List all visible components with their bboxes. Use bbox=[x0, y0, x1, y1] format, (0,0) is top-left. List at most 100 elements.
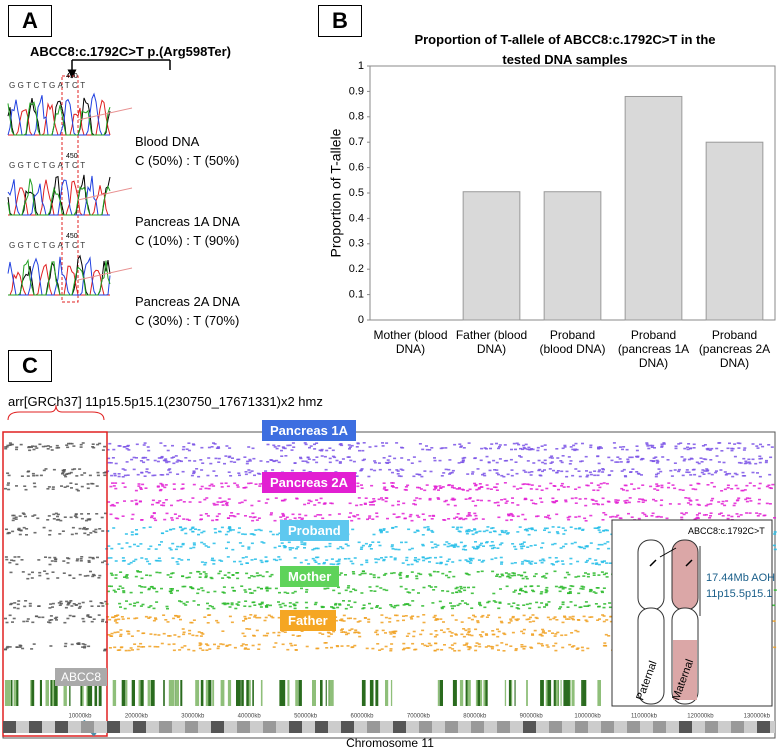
allele-dot bbox=[273, 646, 276, 648]
allele-dot bbox=[242, 633, 245, 635]
allele-dot bbox=[496, 629, 499, 631]
allele-dot bbox=[562, 533, 565, 535]
allele-dot bbox=[571, 543, 574, 545]
allele-dot bbox=[176, 561, 179, 563]
allele-dot bbox=[774, 589, 777, 591]
allele-dot bbox=[490, 528, 493, 530]
allele-dot bbox=[258, 644, 261, 646]
allele-dot bbox=[505, 530, 508, 532]
allele-dot bbox=[241, 502, 244, 504]
allele-dot bbox=[657, 516, 660, 518]
allele-dot bbox=[133, 469, 136, 471]
x-tick-label: 120000kb bbox=[687, 714, 714, 720]
allele-dot bbox=[313, 444, 316, 446]
allele-dot bbox=[582, 529, 585, 531]
allele-dot bbox=[154, 646, 157, 648]
allele-dot bbox=[347, 558, 350, 560]
allele-dot bbox=[597, 504, 600, 506]
allele-dot bbox=[384, 632, 387, 634]
allele-dot bbox=[220, 483, 223, 485]
allele-dot bbox=[693, 447, 696, 449]
allele-dot bbox=[421, 630, 424, 632]
allele-dot bbox=[620, 461, 623, 463]
allele-dot bbox=[415, 575, 418, 577]
allele-dot bbox=[431, 518, 434, 520]
allele-dot bbox=[146, 459, 149, 461]
allele-dot bbox=[329, 543, 332, 545]
allele-dot bbox=[509, 645, 512, 647]
allele-dot bbox=[158, 457, 161, 459]
variant-title: ABCC8:c.1792C>T p.(Arg598Ter) bbox=[30, 44, 231, 59]
allele-dot bbox=[563, 445, 566, 447]
allele-dot bbox=[102, 449, 105, 451]
allele-dot bbox=[717, 442, 720, 444]
allele-dot bbox=[225, 445, 228, 447]
allele-dot bbox=[630, 483, 633, 485]
allele-dot bbox=[133, 643, 136, 645]
allele-dot bbox=[59, 604, 62, 606]
allele-dot bbox=[151, 504, 154, 506]
allele-dot bbox=[470, 530, 473, 532]
allele-dot bbox=[305, 602, 308, 604]
allele-dot bbox=[440, 629, 443, 631]
allele-dot bbox=[153, 588, 156, 590]
allele-dot bbox=[682, 475, 685, 477]
allele-dot bbox=[236, 578, 239, 580]
allele-dot bbox=[250, 533, 253, 535]
gene-density bbox=[241, 680, 244, 706]
allele-dot bbox=[455, 592, 458, 594]
allele-dot bbox=[137, 630, 140, 632]
allele-dot bbox=[468, 617, 471, 619]
allele-dot bbox=[113, 473, 116, 475]
allele-dot bbox=[167, 450, 170, 452]
allele-dot bbox=[492, 545, 495, 547]
allele-dot bbox=[742, 475, 745, 477]
allele-dot bbox=[199, 576, 202, 578]
allele-dot bbox=[337, 548, 340, 550]
allele-dot bbox=[574, 542, 577, 544]
allele-dot bbox=[397, 473, 400, 475]
allele-dot bbox=[550, 455, 553, 457]
allele-dot bbox=[529, 617, 532, 619]
allele-dot bbox=[336, 607, 339, 609]
allele-dot bbox=[68, 575, 71, 577]
allele-dot bbox=[29, 605, 32, 607]
allele-dot bbox=[570, 446, 573, 448]
allele-dot bbox=[643, 514, 646, 516]
allele-dot bbox=[367, 621, 370, 623]
allele-dot bbox=[734, 456, 737, 458]
gene-density bbox=[221, 680, 225, 706]
gene-density bbox=[14, 680, 16, 706]
allele-dot bbox=[162, 505, 165, 507]
allele-dot bbox=[271, 617, 274, 619]
allele-dot bbox=[205, 545, 208, 547]
allele-dot bbox=[178, 600, 181, 602]
allele-dot bbox=[294, 591, 297, 593]
allele-dot bbox=[154, 634, 157, 636]
allele-dot bbox=[352, 515, 355, 517]
allele-dot bbox=[499, 588, 502, 590]
allele-dot bbox=[271, 574, 274, 576]
allele-dot bbox=[523, 648, 526, 650]
allele-dot bbox=[470, 607, 473, 609]
allele-dot bbox=[176, 461, 179, 463]
allele-dot bbox=[273, 460, 276, 462]
allele-dot bbox=[358, 542, 361, 544]
allele-dot bbox=[119, 635, 122, 637]
allele-dot bbox=[587, 573, 590, 575]
allele-dot bbox=[728, 443, 731, 445]
allele-dot bbox=[243, 616, 246, 618]
allele-dot bbox=[244, 591, 247, 593]
allele-dot bbox=[773, 517, 776, 519]
allele-dot bbox=[149, 526, 152, 528]
allele-dot bbox=[283, 547, 286, 549]
band bbox=[679, 721, 692, 733]
allele-dot bbox=[43, 570, 46, 572]
allele-dot bbox=[432, 515, 435, 517]
allele-dot bbox=[537, 643, 540, 645]
band bbox=[705, 721, 718, 733]
allele-dot bbox=[565, 501, 568, 503]
allele-dot bbox=[157, 502, 160, 504]
allele-dot bbox=[381, 622, 384, 624]
allele-dot bbox=[124, 475, 127, 477]
